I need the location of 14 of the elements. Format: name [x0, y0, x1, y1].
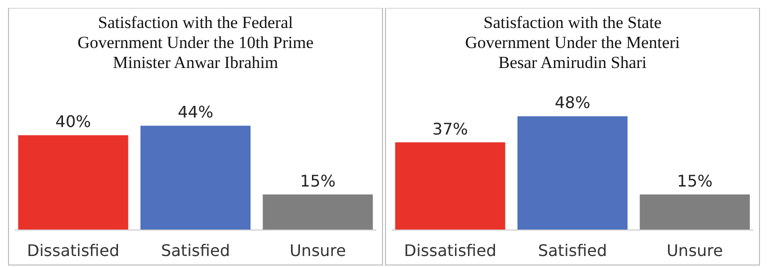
data-label: 48% [554, 93, 590, 112]
x-tick-label: Satisfied [538, 241, 608, 260]
data-label: 15% [677, 171, 713, 190]
chart-title: Satisfaction with the State Government Under the Menteri Besar Amirudin Shari [465, 13, 680, 72]
data-label: 15% [300, 171, 336, 190]
data-label: 37% [432, 119, 468, 138]
data-label: 40% [55, 112, 91, 132]
chart-title: Satisfaction with the Federal Government Under the 10th Prime Minister Anwar Ibrahim [77, 13, 314, 72]
data-label: 44% [178, 102, 214, 122]
x-tick-label: Dissatisfied [27, 241, 120, 260]
x-tick-label: Dissatisfied [404, 241, 496, 260]
x-tick-label: Unsure [290, 241, 346, 260]
x-tick-label: Satisfied [160, 241, 230, 260]
x-tick-label: Unsure [666, 241, 723, 260]
